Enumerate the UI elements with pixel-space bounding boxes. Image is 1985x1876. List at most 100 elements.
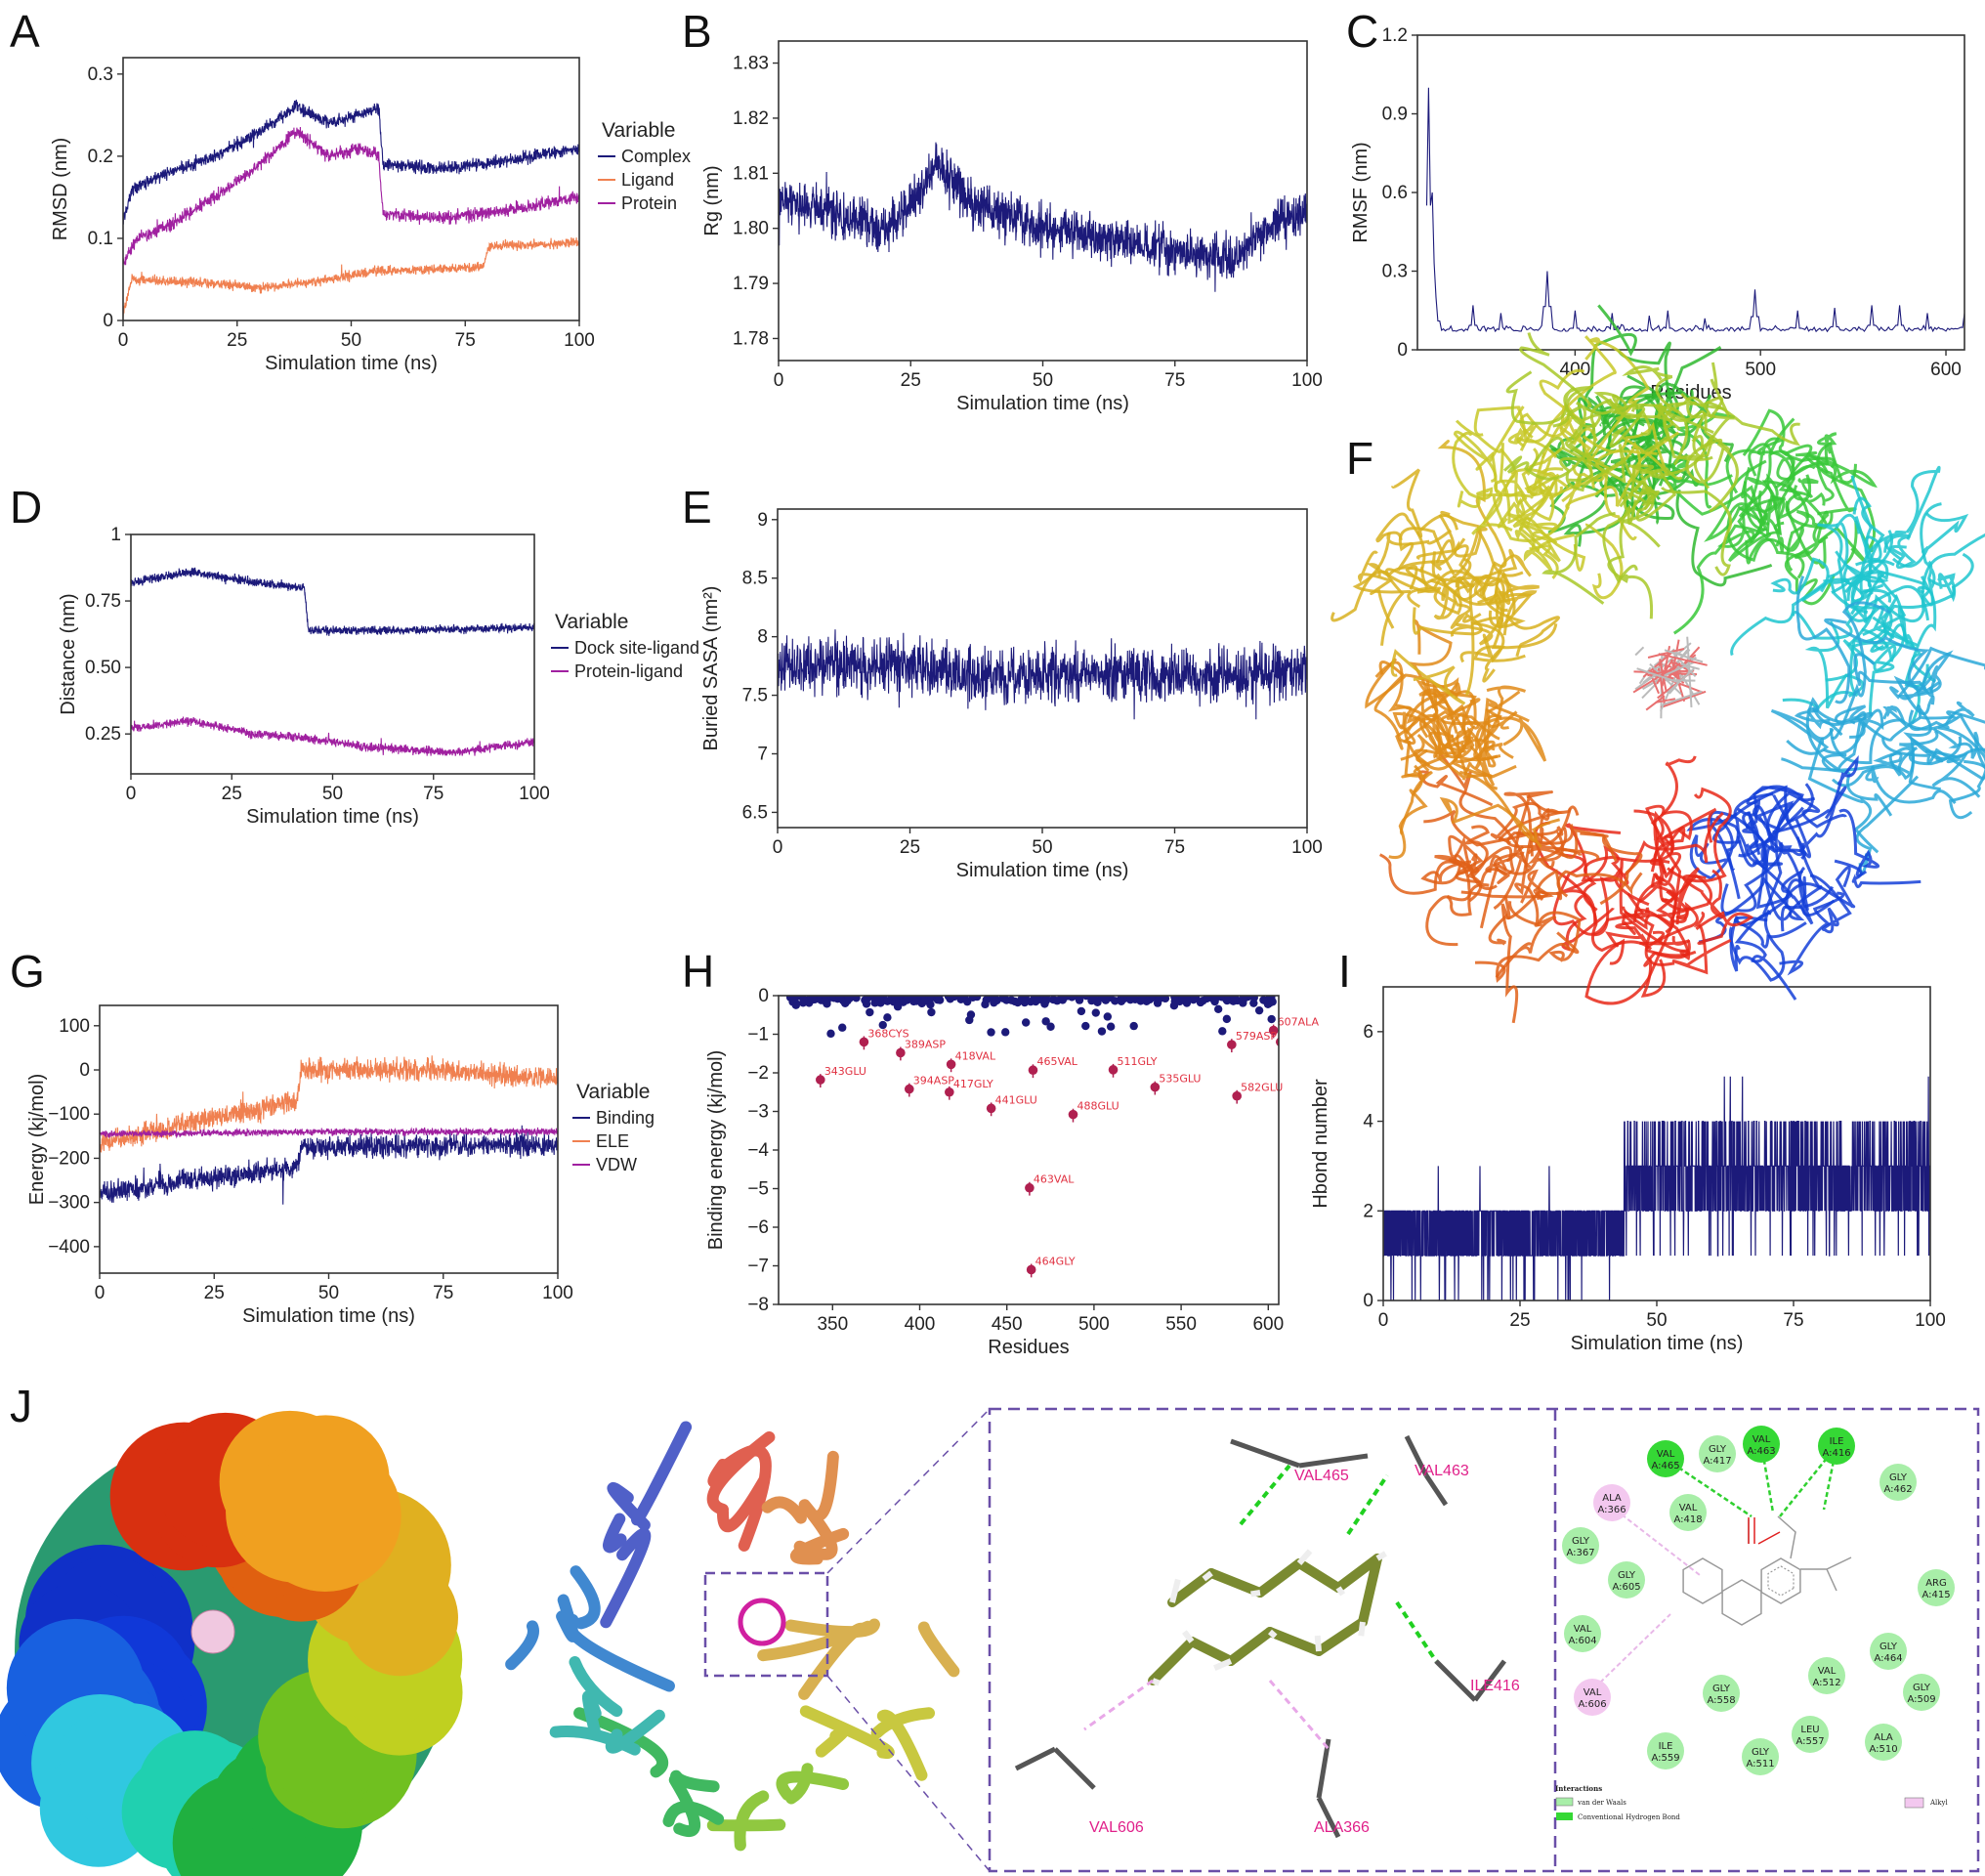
data-point	[852, 996, 861, 1002]
y-tick-label: 0.6	[1382, 183, 1408, 203]
ribbon-strand	[706, 1430, 776, 1515]
zoom-line	[826, 1675, 991, 1872]
backbone-trace	[1728, 909, 1786, 982]
backbone-trace	[1523, 533, 1575, 573]
ribbon-strand	[668, 1773, 701, 1838]
backbone-trace	[1609, 409, 1652, 448]
data-point	[1117, 997, 1126, 1006]
y-tick-label: −200	[48, 1148, 90, 1169]
x-tick-label: 75	[433, 1283, 453, 1303]
backbone-trace	[1733, 916, 1807, 949]
backbone-trace	[1584, 337, 1650, 462]
residue-label-3d: VAL606	[1089, 1819, 1144, 1836]
data-point	[878, 1020, 887, 1030]
ligand-ensemble-stick	[1664, 649, 1704, 663]
chart-b: 0 25 50 75 100 1.78 1.79 1.80 1.81 1.82 1.83 Simula…	[701, 40, 1323, 414]
y-tick-label: −1	[747, 1025, 769, 1045]
residue-disc	[1562, 1527, 1599, 1564]
ligand-bond	[1358, 1554, 1382, 1627]
plot-area	[779, 142, 1307, 292]
data-point	[987, 1028, 995, 1037]
y-tick-label: 0.50	[85, 658, 121, 678]
data-point	[1267, 1014, 1276, 1024]
residue-id: A:418	[1673, 1514, 1702, 1525]
panel-label-a: A	[10, 6, 40, 57]
point-label: 368CYS	[867, 1027, 908, 1040]
highlight-point	[1232, 1090, 1242, 1101]
x-tick-label: 25	[901, 370, 921, 391]
series-line-ele	[100, 1055, 558, 1153]
residue-name: VAL	[1818, 1666, 1837, 1677]
ribbon-strand	[798, 1622, 868, 1700]
legend-label-alkyl: Alkyl	[1929, 1799, 1948, 1807]
x-tick-label: 50	[322, 784, 343, 804]
backbone-trace	[1506, 831, 1583, 859]
residue-id: A:512	[1812, 1678, 1840, 1688]
backbone-trace	[1819, 468, 1876, 566]
backbone-trace	[1672, 524, 1769, 635]
backbone-trace	[1490, 801, 1550, 845]
backbone-trace	[1795, 576, 1851, 704]
backbone-trace	[1831, 736, 1944, 788]
backbone-trace	[1785, 875, 1836, 917]
residue-id: A:604	[1568, 1636, 1596, 1646]
point-label: 463VAL	[1034, 1173, 1075, 1186]
backbone-trace	[1619, 470, 1676, 522]
ligand-ensemble-stick	[1658, 653, 1708, 666]
residue-name: GLY	[1712, 1684, 1731, 1694]
highlight-point	[1268, 1025, 1279, 1036]
y-tick-label: 1.78	[733, 328, 769, 349]
residue-name: ILE	[1659, 1741, 1673, 1752]
residue-id: A:367	[1566, 1548, 1594, 1558]
residue-id: A:510	[1869, 1744, 1897, 1755]
y-tick-label: 0	[103, 311, 113, 331]
data-point	[808, 996, 818, 1004]
data-point	[866, 1007, 874, 1017]
residue-stick	[1473, 1659, 1506, 1702]
backbone-trace	[1420, 858, 1472, 885]
backbone-trace	[1391, 468, 1458, 538]
residue-disc	[1818, 1428, 1855, 1465]
backbone-trace	[1412, 607, 1483, 636]
backbone-trace	[1920, 502, 1942, 607]
ligand-ensemble-stick	[1680, 662, 1700, 670]
x-tick-label: 50	[1032, 837, 1052, 858]
backbone-trace	[1706, 401, 1800, 447]
y-tick-label: 1.83	[733, 54, 769, 74]
backbone-trace	[1671, 911, 1732, 975]
backbone-trace	[1641, 396, 1724, 454]
x-tick-label: 25	[227, 330, 247, 351]
residue-disc	[1865, 1724, 1902, 1761]
point-label: 535GLU	[1159, 1073, 1201, 1086]
plot-area	[778, 629, 1307, 720]
residue-name: GLY	[1618, 1570, 1636, 1581]
panel-label-h: H	[682, 946, 714, 997]
backbone-trace	[1379, 568, 1442, 646]
x-tick-label: 25	[222, 784, 242, 804]
x-tick-label: 0	[126, 784, 137, 804]
backbone-trace	[1686, 802, 1795, 858]
alkyl-dash-2d	[1621, 1514, 1701, 1576]
legend-label: ELE	[596, 1131, 629, 1151]
panel-label-i: I	[1338, 946, 1351, 997]
residue-disc	[1564, 1615, 1601, 1652]
backbone-trace	[1488, 890, 1549, 946]
x-tick-label: 0	[773, 837, 783, 858]
x-tick-label: 50	[341, 330, 361, 351]
data-point	[1075, 996, 1084, 1004]
ribbon-strand	[602, 1513, 627, 1554]
data-point	[1203, 996, 1211, 1002]
y-tick-label: −6	[747, 1217, 769, 1238]
residue-disc	[1608, 1561, 1645, 1599]
chart-a: 0 25 50 75 100 0 0.1 0.2 0.3 Simulation time (ns)…	[50, 57, 691, 374]
ligand-bond	[1148, 1637, 1197, 1685]
residue-name: VAL	[1679, 1503, 1698, 1514]
series-line-main	[779, 142, 1307, 292]
backbone-trace	[1824, 618, 1930, 693]
data-point	[835, 996, 844, 1001]
